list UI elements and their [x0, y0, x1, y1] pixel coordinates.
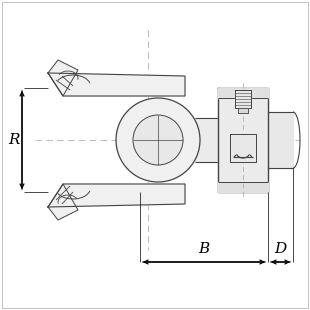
Text: D: D	[274, 242, 287, 256]
Polygon shape	[218, 88, 268, 192]
Polygon shape	[48, 73, 185, 96]
Polygon shape	[230, 134, 256, 162]
Polygon shape	[238, 108, 248, 113]
Polygon shape	[218, 182, 268, 192]
Circle shape	[116, 98, 200, 182]
Polygon shape	[48, 184, 185, 207]
Circle shape	[133, 115, 183, 165]
Polygon shape	[235, 90, 251, 108]
Polygon shape	[48, 184, 78, 220]
Polygon shape	[195, 118, 218, 162]
Text: B: B	[198, 242, 210, 256]
Polygon shape	[218, 88, 268, 98]
Polygon shape	[268, 112, 293, 168]
Polygon shape	[48, 60, 78, 96]
Text: R: R	[8, 133, 20, 147]
